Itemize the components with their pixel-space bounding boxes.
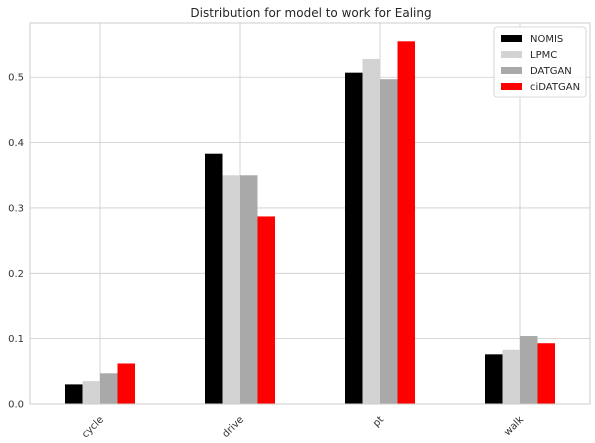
y-tick-label: 0.3: [8, 203, 24, 214]
bar-nomis-walk: [485, 354, 503, 404]
y-tick-label: 0.4: [8, 138, 24, 149]
bar-nomis-drive: [205, 153, 223, 404]
bar-datgan-pt: [380, 79, 398, 405]
legend: NOMIS LPMC DATGAN ciDATGAN: [493, 26, 587, 98]
bar-datgan-cycle: [100, 373, 118, 404]
legend-swatch-datgan: [501, 67, 522, 74]
legend-box: [493, 26, 587, 98]
plot-frame: [29, 22, 591, 405]
bar-lpmc-cycle: [82, 381, 100, 404]
bar-cidatgan-walk: [537, 343, 555, 404]
y-tick-label: 0.0: [8, 400, 24, 411]
legend-label-datgan: DATGAN: [530, 66, 572, 77]
bar-datgan-drive: [240, 175, 258, 404]
bar-lpmc-drive: [222, 175, 240, 404]
legend-label-lpmc: LPMC: [530, 50, 557, 61]
bar-cidatgan-cycle: [117, 363, 135, 404]
legend-label-nomis: NOMIS: [530, 34, 563, 45]
legend-swatch-cidatgan: [501, 83, 522, 90]
legend-label-cidatgan: ciDATGAN: [530, 82, 580, 93]
bar-datgan-walk: [520, 336, 538, 404]
bars: [65, 41, 555, 405]
chart-title: Distribution for model to work for Ealin…: [190, 6, 431, 20]
legend-swatch-nomis: [501, 35, 522, 42]
bar-nomis-cycle: [65, 384, 83, 404]
bar-cidatgan-drive: [257, 216, 275, 404]
bar-nomis-pt: [345, 72, 363, 404]
y-tick-label: 0.1: [8, 334, 24, 345]
bar-lpmc-walk: [502, 349, 520, 404]
bar-lpmc-pt: [362, 58, 380, 405]
y-tick-label: 0.2: [8, 269, 24, 280]
y-tick-label: 0.5: [8, 73, 24, 84]
legend-swatch-lpmc: [501, 51, 522, 58]
bar-cidatgan-pt: [397, 41, 415, 404]
